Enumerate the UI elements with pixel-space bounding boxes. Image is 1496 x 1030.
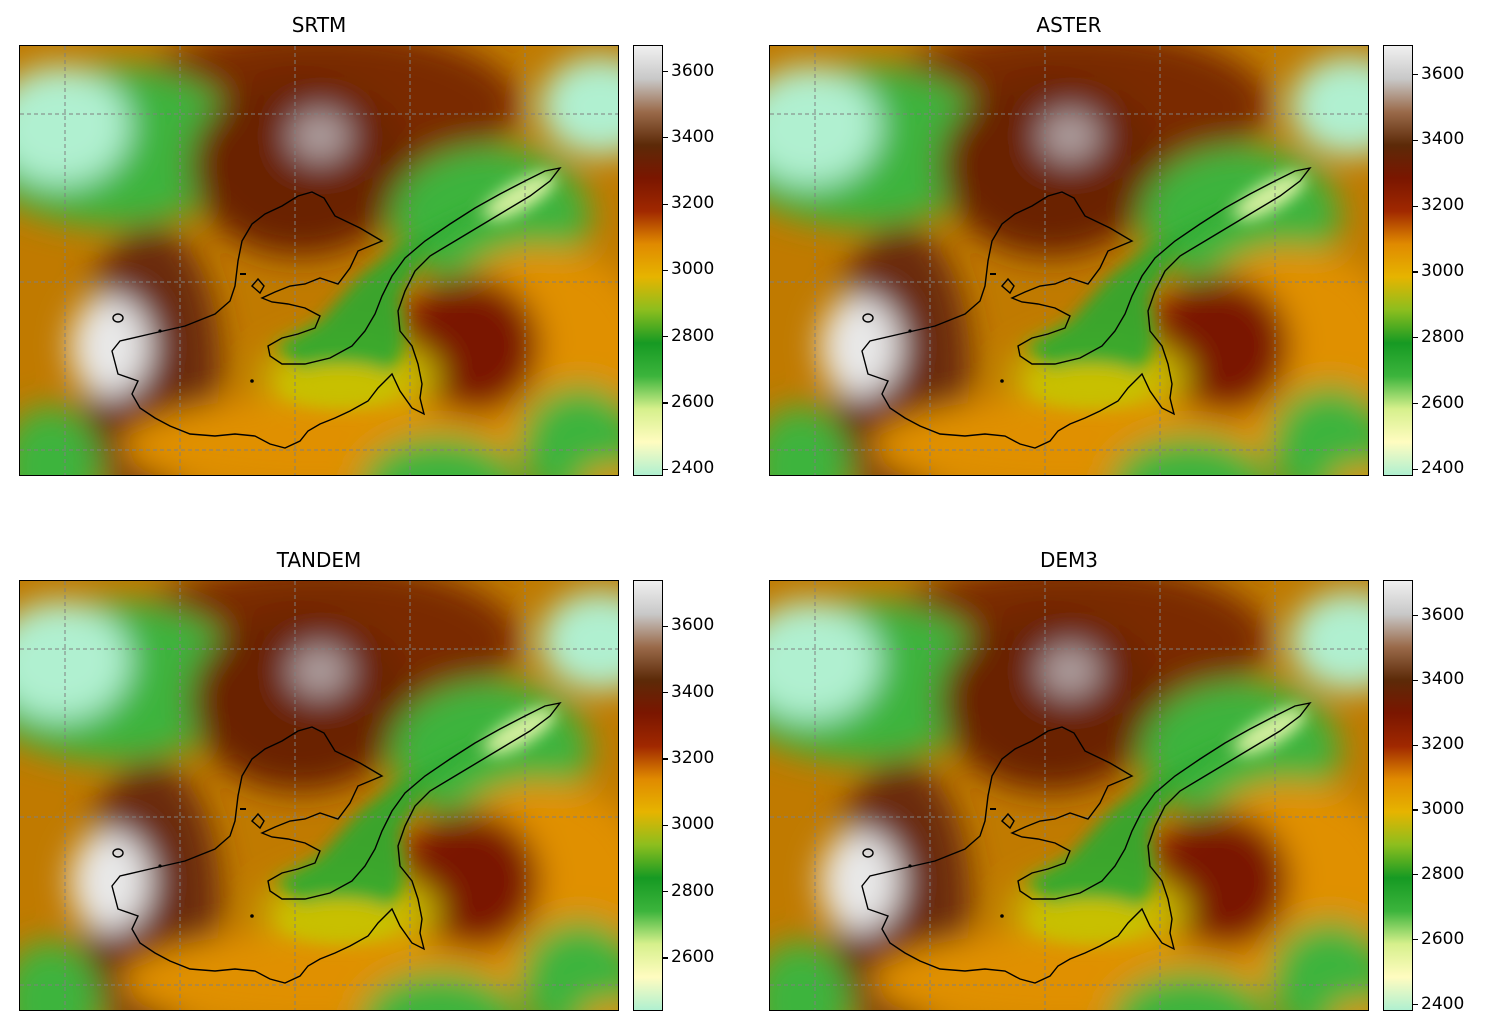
colorbar-tick-label: 2800 bbox=[1421, 863, 1465, 884]
colorbar bbox=[633, 580, 663, 1011]
colorbar-tick-label: 3200 bbox=[1421, 195, 1465, 216]
colorbar-tick-mark bbox=[663, 269, 668, 272]
colorbar-tick-mark bbox=[663, 824, 668, 826]
colorbar-tick-label: 3000 bbox=[1421, 261, 1465, 281]
colorbar-tick-label: 3000 bbox=[671, 259, 715, 280]
colorbar bbox=[1383, 45, 1413, 476]
colorbar-tick-mark bbox=[663, 468, 668, 470]
colorbar-tick-mark bbox=[1413, 468, 1418, 470]
colorbar-tick-label: 3600 bbox=[1421, 604, 1465, 625]
colorbar-tick-mark bbox=[663, 336, 668, 338]
elevation-map-svg bbox=[770, 581, 1368, 1010]
colorbar-tick-label: 3600 bbox=[1421, 63, 1465, 84]
map-title: SRTM bbox=[291, 13, 347, 37]
colorbar-tick-label: 2600 bbox=[1421, 928, 1465, 949]
colorbar-tick-mark bbox=[663, 402, 668, 404]
colorbar-tick-mark bbox=[1413, 403, 1418, 405]
colorbar-tick-label: 2600 bbox=[1421, 392, 1465, 413]
colorbar-tick-label: 3400 bbox=[671, 126, 715, 147]
colorbar-tick-mark bbox=[1413, 74, 1418, 76]
colorbar-tick-mark bbox=[1413, 615, 1418, 617]
colorbar-tick-label: 3200 bbox=[671, 748, 715, 769]
colorbar-tick-label: 2400 bbox=[1421, 458, 1465, 479]
colorbar-tick-mark bbox=[1413, 744, 1418, 746]
colorbar-tick-mark bbox=[1413, 679, 1418, 682]
colorbar-tick-label: 3000 bbox=[1421, 799, 1465, 820]
colorbar-tick-label: 2400 bbox=[671, 458, 715, 479]
elevation-map-svg bbox=[20, 46, 618, 475]
colorbar-tick-mark bbox=[1413, 271, 1418, 273]
colorbar bbox=[1383, 580, 1413, 1011]
colorbar-tick-mark bbox=[663, 137, 668, 139]
colorbar-tick-label: 3600 bbox=[671, 60, 715, 81]
colorbar-tick-mark bbox=[663, 692, 668, 694]
map-title: TANDEM bbox=[276, 548, 362, 572]
map-title: ASTER bbox=[1036, 13, 1102, 37]
colorbar-tick-mark bbox=[1413, 337, 1418, 339]
colorbar-tick-mark bbox=[1413, 809, 1418, 811]
colorbar-tick-label: 3400 bbox=[671, 681, 715, 702]
elevation-map bbox=[19, 45, 619, 476]
colorbar-tick-label: 2800 bbox=[671, 880, 715, 901]
map-title: DEM3 bbox=[1039, 548, 1099, 572]
colorbar-tick-mark bbox=[663, 70, 668, 73]
colorbar-tick-label: 2800 bbox=[1421, 326, 1465, 347]
colorbar-tick-mark bbox=[1413, 939, 1418, 941]
colorbar-tick-mark bbox=[1413, 205, 1418, 207]
colorbar-tick-mark bbox=[1413, 1003, 1418, 1006]
colorbar-tick-label: 3200 bbox=[1421, 734, 1465, 755]
colorbar-tick-mark bbox=[663, 891, 668, 893]
colorbar-tick-mark bbox=[663, 758, 668, 760]
colorbar bbox=[633, 45, 663, 476]
colorbar-tick-label: 3000 bbox=[671, 814, 715, 835]
colorbar-tick-label: 2800 bbox=[671, 325, 715, 346]
elevation-map-svg bbox=[20, 581, 618, 1010]
elevation-map bbox=[769, 45, 1369, 476]
colorbar-tick-label: 3600 bbox=[671, 615, 715, 636]
elevation-map bbox=[19, 580, 619, 1011]
colorbar-tick-label: 2600 bbox=[671, 392, 715, 413]
colorbar-tick-mark bbox=[1413, 874, 1418, 876]
elevation-map bbox=[769, 580, 1369, 1011]
colorbar-tick-label: 3400 bbox=[1421, 669, 1465, 690]
colorbar-tick-label: 3400 bbox=[1421, 129, 1465, 150]
colorbar-tick-mark bbox=[663, 957, 668, 959]
colorbar-tick-mark bbox=[663, 625, 668, 627]
colorbar-tick-label: 2600 bbox=[671, 946, 715, 967]
elevation-map-svg bbox=[770, 46, 1368, 475]
colorbar-tick-label: 2400 bbox=[1421, 993, 1465, 1014]
colorbar-tick-mark bbox=[663, 203, 668, 205]
colorbar-tick-mark bbox=[1413, 139, 1418, 141]
colorbar-tick-label: 3200 bbox=[671, 193, 715, 214]
